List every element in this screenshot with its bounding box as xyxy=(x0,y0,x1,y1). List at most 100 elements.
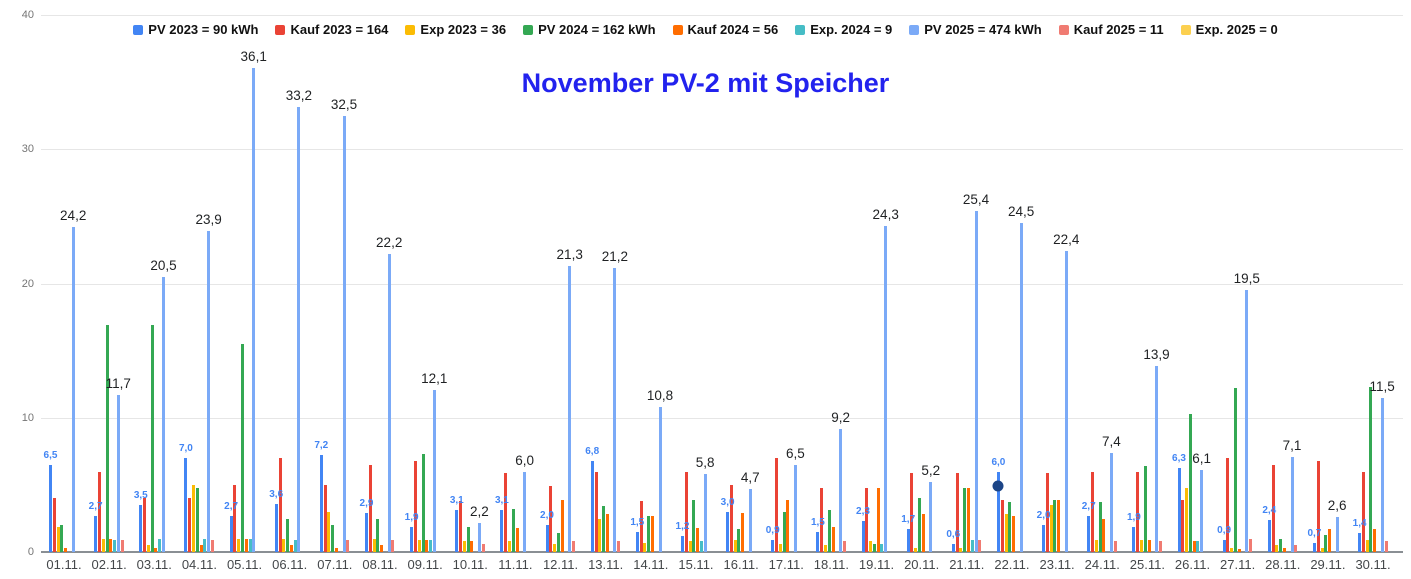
x-axis-label: 12.11. xyxy=(542,557,579,572)
bar-value-label: 20,5 xyxy=(150,257,177,273)
bar xyxy=(523,471,527,552)
bar xyxy=(839,428,843,552)
bar xyxy=(786,499,790,552)
bar xyxy=(884,225,888,552)
bar xyxy=(466,526,470,552)
bar xyxy=(425,539,429,552)
bar-value-label: 10,8 xyxy=(646,388,674,404)
bar xyxy=(372,538,376,552)
bar xyxy=(820,487,824,552)
legend: PV 2023 = 90 kWh Kauf 2023 = 164 Exp 2023 … xyxy=(0,22,1411,37)
bar xyxy=(1158,541,1162,552)
bar xyxy=(470,541,474,552)
bar xyxy=(229,515,233,552)
bar xyxy=(1008,502,1012,552)
bar xyxy=(380,545,384,552)
bar-value-label: 1,9 xyxy=(404,511,419,523)
bar xyxy=(1275,545,1279,552)
legend-swatch-icon xyxy=(405,24,416,35)
bar xyxy=(748,488,752,552)
bar xyxy=(605,514,609,552)
bar xyxy=(274,503,278,552)
bar xyxy=(1373,529,1377,552)
bar xyxy=(113,539,116,552)
y-axis-tick-label: 30 xyxy=(21,143,34,156)
bar xyxy=(1136,471,1140,552)
x-axis-label: 07.11. xyxy=(317,557,353,572)
legend-swatch-icon xyxy=(909,24,920,35)
bar-value-label: 6,0 xyxy=(991,456,1006,468)
bar-value-label: 3,1 xyxy=(449,495,464,507)
bar xyxy=(1369,386,1373,552)
bar xyxy=(120,539,124,552)
bar xyxy=(639,501,643,552)
x-axis-label: 28.11. xyxy=(1265,557,1301,572)
bar xyxy=(391,539,395,552)
bar xyxy=(865,487,869,552)
bar xyxy=(1102,518,1106,552)
bar xyxy=(910,472,914,552)
bar xyxy=(1384,541,1388,552)
bar-value-label: 1,7 xyxy=(901,514,916,526)
x-axis-label: 26.11. xyxy=(1174,557,1211,572)
bar-value-label: 0,6 xyxy=(946,528,961,540)
bar-value-label: 7,2 xyxy=(314,440,329,452)
gridline xyxy=(41,15,1403,17)
bar-value-label: 3,1 xyxy=(494,495,509,507)
x-axis-label: 13.11. xyxy=(588,557,624,572)
bar xyxy=(921,514,925,552)
bar xyxy=(872,543,876,552)
bar-value-label: 2,7 xyxy=(88,500,103,512)
bar xyxy=(1279,538,1283,552)
legend-item: Exp 2023 = 36 xyxy=(405,22,506,37)
bar-value-label: 13,9 xyxy=(1143,346,1170,362)
bar xyxy=(545,525,549,552)
bar xyxy=(413,460,417,552)
bar xyxy=(549,486,553,552)
point-marker[interactable] xyxy=(992,480,1004,492)
bar xyxy=(508,541,511,552)
bar xyxy=(568,266,572,552)
bar-value-label: 0,9 xyxy=(1217,524,1232,536)
bar xyxy=(60,525,64,552)
bar xyxy=(906,529,910,552)
bar xyxy=(52,498,56,552)
bar xyxy=(459,501,462,552)
legend-label: PV 2023 = 90 kWh xyxy=(148,22,259,37)
bar xyxy=(1185,487,1189,552)
bar-value-label: 23,9 xyxy=(195,212,222,228)
gridline xyxy=(41,283,1403,285)
bar xyxy=(590,460,594,552)
bar xyxy=(647,515,651,552)
bar-value-label: 4,7 xyxy=(740,469,760,485)
bar xyxy=(1012,515,1016,552)
legend-item: Kauf 2025 = 11 xyxy=(1058,22,1164,37)
bar xyxy=(199,545,203,552)
bar xyxy=(293,539,297,552)
bar-value-label: 3,0 xyxy=(720,496,735,508)
bar xyxy=(1109,452,1113,552)
bar xyxy=(195,487,199,552)
bar xyxy=(1335,517,1339,552)
bar xyxy=(282,538,286,552)
legend-item: Exp. 2025 = 0 xyxy=(1180,22,1278,37)
bar-value-label: 12,1 xyxy=(421,370,448,386)
bar xyxy=(876,487,880,552)
bar xyxy=(696,527,700,552)
bar xyxy=(951,543,955,552)
bar xyxy=(974,211,978,552)
bar xyxy=(1361,471,1365,552)
legend-label: Kauf 2024 = 56 xyxy=(687,22,779,37)
bar xyxy=(1245,290,1249,552)
x-axis-label: 15.11. xyxy=(678,557,714,572)
bar xyxy=(101,538,105,552)
bar xyxy=(1230,548,1234,552)
bar xyxy=(1358,533,1362,552)
bar-value-label: 36,1 xyxy=(240,48,267,64)
bar xyxy=(963,487,967,552)
bar-value-label: 0,9 xyxy=(765,524,780,536)
legend-label: PV 2024 = 162 kWh xyxy=(538,22,656,37)
bar-value-label: 22,2 xyxy=(376,235,403,251)
legend-label: Exp. 2025 = 0 xyxy=(1195,22,1278,37)
